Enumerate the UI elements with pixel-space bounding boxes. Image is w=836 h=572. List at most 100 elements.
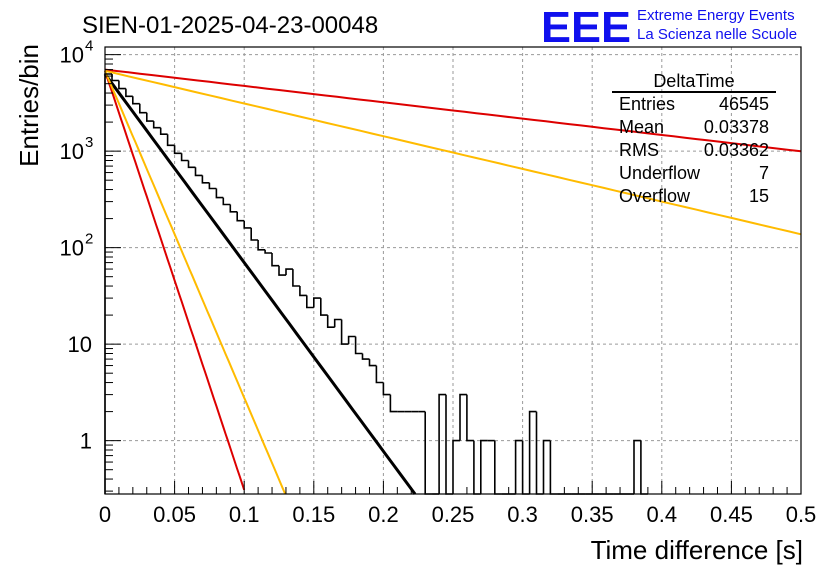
histogram-bin (104, 73, 112, 494)
histogram-bin (299, 286, 307, 297)
histogram-bin (514, 439, 523, 494)
y-tick-label: 10 (60, 139, 84, 164)
y-tick-label: 10 (60, 236, 84, 261)
histogram-bin (194, 167, 203, 177)
x-tick-label: 0 (99, 502, 111, 527)
histogram-bin (459, 393, 467, 441)
histogram-bin (139, 103, 147, 114)
histogram-bin (215, 188, 224, 199)
histogram-bin (125, 88, 133, 98)
histogram-bin (382, 382, 391, 396)
histogram-bin (285, 268, 293, 276)
histogram-bin (521, 440, 530, 495)
stats-box: DeltaTime Entries 46545 Mean 0.03378 RMS 0.03… (612, 71, 776, 206)
x-tick-label: 0.3 (507, 502, 538, 527)
histogram-bin (313, 297, 321, 308)
x-axis-ticks: 0 0.05 0.1 0.15 0.2 0.25 0.3 0.35 0.4 0.45 0.5 (99, 481, 816, 527)
histogram-bin (361, 353, 370, 360)
y-tick-label: 10 (68, 332, 92, 357)
curve-fast-red (104, 70, 246, 491)
stats-label: RMS (619, 140, 659, 160)
histogram-bin (549, 440, 558, 495)
histogram-bin (166, 134, 175, 147)
histogram-bin (236, 211, 245, 222)
histogram-bin (542, 439, 551, 494)
histogram-bin (320, 298, 328, 316)
x-axis-label: Time difference [s] (591, 535, 803, 565)
histogram-bin (375, 365, 384, 384)
histogram-bin (340, 319, 349, 345)
histogram-bars (104, 73, 648, 495)
histogram-bin (146, 112, 154, 122)
histogram-bin (445, 394, 453, 495)
y-tick-exponent: 4 (85, 38, 93, 55)
histogram-bin (271, 253, 279, 267)
logo-line-1: Extreme Energy Events (637, 7, 795, 24)
x-tick-label: 0.1 (229, 502, 260, 527)
histogram-bin (222, 197, 231, 206)
histogram-bin (326, 315, 335, 328)
histogram-bin (264, 249, 272, 254)
histogram-bin (466, 394, 474, 442)
histogram-bin (243, 220, 252, 229)
eee-logo-mark: EEE (541, 3, 631, 52)
histogram-bin (278, 265, 286, 276)
histogram-bin (633, 439, 641, 494)
stats-value: 0.03362 (704, 140, 769, 160)
histogram-bin (257, 240, 266, 251)
histogram-bin (187, 160, 196, 169)
chart-title: SIEN-01-2025-04-23-00048 (82, 12, 378, 39)
stats-title: DeltaTime (653, 71, 734, 91)
logo-line-2: La Scienza nelle Scuole (637, 26, 797, 43)
histogram-bin (292, 269, 300, 287)
histogram-bin (347, 335, 356, 345)
curve-fast-orange (104, 70, 287, 495)
x-tick-label: 0.4 (647, 502, 678, 527)
histogram-bin (229, 204, 238, 213)
y-tick-label: 1 (80, 429, 92, 454)
histogram-bin (173, 145, 182, 155)
stats-value: 7 (759, 163, 769, 183)
stats-label: Mean (619, 117, 664, 137)
histogram-bin (494, 440, 502, 495)
y-axis-label: Entries/bin (14, 44, 44, 167)
fit-curves (103, 68, 802, 495)
histogram-bin (535, 411, 544, 495)
histogram-bin (368, 359, 377, 367)
histogram-bin (389, 394, 398, 413)
x-tick-label: 0.35 (571, 502, 614, 527)
grid-lines (105, 47, 801, 494)
y-tick-label: 10 (60, 43, 84, 68)
stats-label: Entries (619, 94, 675, 114)
x-tick-label: 0.45 (710, 502, 753, 527)
histogram-bin (438, 393, 446, 494)
histogram-bin (473, 440, 481, 495)
histogram-bin (152, 121, 161, 129)
histogram-bin (306, 295, 314, 309)
histogram-bin (111, 74, 119, 82)
curve-slow-orange (104, 69, 802, 236)
y-tick-exponent: 3 (85, 134, 93, 151)
x-tick-label: 0.25 (432, 502, 475, 527)
histogram-bin (354, 336, 363, 355)
x-tick-label: 0.05 (153, 502, 196, 527)
histogram-bin (480, 439, 488, 494)
histogram-bin (640, 440, 648, 495)
stats-value: 0.03378 (704, 117, 769, 137)
x-tick-label: 0.5 (786, 502, 817, 527)
histogram-bin (452, 439, 460, 494)
y-tick-exponent: 2 (85, 231, 93, 248)
histogram-bin (180, 153, 189, 162)
curve-slow-red (104, 68, 802, 153)
x-tick-label: 0.15 (292, 502, 335, 527)
curve-fit (103, 73, 417, 495)
x-tick-label: 0.2 (368, 502, 399, 527)
stats-label: Underflow (619, 163, 701, 183)
histogram-bin (208, 182, 217, 190)
stats-value: 46545 (719, 94, 769, 114)
histogram-bin (333, 318, 342, 328)
histogram-bin (250, 227, 259, 241)
histogram-bin (424, 411, 433, 495)
